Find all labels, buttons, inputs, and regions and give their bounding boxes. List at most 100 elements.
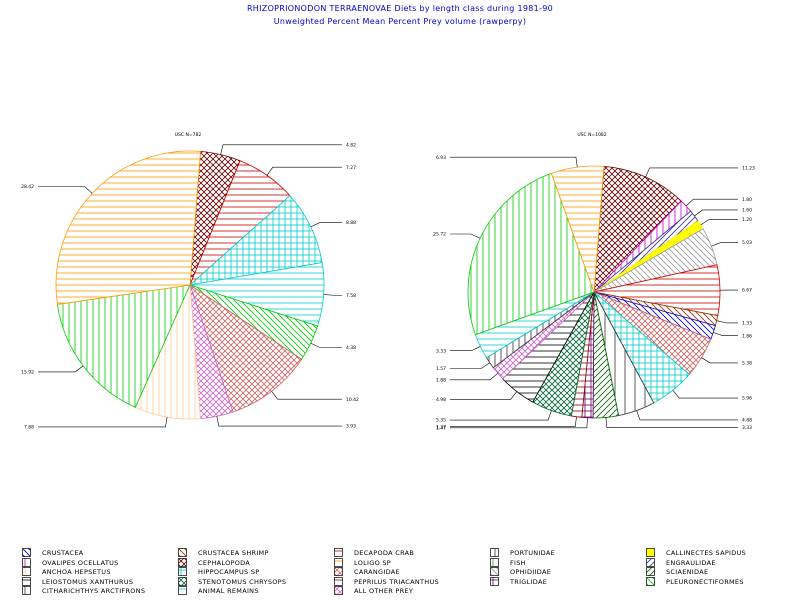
legend-swatch xyxy=(646,567,655,577)
legend-label: STENOTOMUS CHRYSOPS xyxy=(198,577,287,586)
pie-1-leader xyxy=(38,365,84,373)
pie-2-value-label: 4.88 xyxy=(742,418,752,424)
pie-2-leader xyxy=(636,410,738,421)
pie-2-leader xyxy=(605,417,738,428)
pie-1-leader xyxy=(323,294,342,296)
legend-label: SCIAENIDAE xyxy=(666,568,709,577)
legend-label: CITHARICHTHYS ARCTIFRONS xyxy=(42,587,146,596)
pie-2-value-label: 5.03 xyxy=(742,240,752,246)
pie-2-leader xyxy=(450,156,578,168)
legend-swatch xyxy=(178,576,187,586)
pie-2-value-label: 1.33 xyxy=(742,321,752,327)
pie-2-leader xyxy=(694,209,738,217)
legend-label: DECAPODA CRAB xyxy=(354,549,415,557)
pie-1-slice xyxy=(55,150,201,305)
pie-2-value-label: 1.80 xyxy=(742,197,752,203)
pie-2-leader xyxy=(450,410,552,421)
pie-2-leader xyxy=(450,417,588,429)
legend-item: ANIMAL REMAINS xyxy=(178,586,259,596)
pie-2-value-label: 1.37 xyxy=(436,424,446,430)
legend-item: OPHIDIIDAE xyxy=(490,567,551,577)
pie-2-leader xyxy=(716,320,738,324)
legend-label: LEIOSTOMUS XANTHURUS xyxy=(42,577,134,586)
legend-item: CRUSTACEA xyxy=(22,548,84,558)
legend-item: FISH xyxy=(490,557,526,568)
legend-swatch xyxy=(178,557,187,567)
pie-1-leader xyxy=(38,186,93,194)
legend-swatch xyxy=(22,557,31,567)
pie-2-value-label: 25.72 xyxy=(433,232,446,238)
pie-2-value-label: 1.47 xyxy=(436,425,446,431)
legend-label: TRIGLIDAE xyxy=(510,577,548,586)
legend-item: CRUSTACEA SHRIMP xyxy=(178,548,269,558)
pie-2-value-label: 1.20 xyxy=(742,217,752,223)
pie-1-value-label: 10.42 xyxy=(346,397,359,403)
pie-1-leader xyxy=(216,416,342,427)
legend-label: CRUSTACEA xyxy=(42,549,84,557)
pie-2-value-label: 11.23 xyxy=(742,166,755,172)
legend-swatch xyxy=(490,557,499,567)
pie-1-value-label: 7.27 xyxy=(346,165,356,171)
legend-label: CEPHALOPODA xyxy=(198,558,251,567)
legend-label: ENGRAULIDAE xyxy=(666,558,716,567)
legend-swatch xyxy=(22,576,31,586)
pie-2-value-label: 1.60 xyxy=(742,208,752,214)
legend-label: ANIMAL REMAINS xyxy=(198,587,259,596)
legend-label: FISH xyxy=(510,558,526,567)
legend-swatch xyxy=(490,576,499,586)
pie-2-leader xyxy=(450,233,481,239)
legend-label: OPHIDIIDAE xyxy=(510,568,552,577)
pie-2-leader xyxy=(450,391,518,400)
legend-label: ALL OTHER PREY xyxy=(354,587,414,596)
pie-2-value-label: 6.67 xyxy=(742,288,752,294)
pie-2-leader xyxy=(713,332,738,337)
legend-label: CRUSTACEA SHRIMP xyxy=(198,549,269,557)
pie-2-value-label: 3.33 xyxy=(436,348,446,354)
legend-label: CARANGIDAE xyxy=(354,568,400,577)
pie-2-leader xyxy=(450,373,498,381)
legend-swatch xyxy=(178,567,187,577)
pie-1-value-label: 28.42 xyxy=(21,184,34,190)
pie-1-value-label: 7.88 xyxy=(24,424,34,430)
legend-item: TRIGLIDAE xyxy=(490,576,548,587)
pie-2-value-label: 1.86 xyxy=(742,333,752,339)
legend-label: ANCHOA HEPSETUS xyxy=(42,568,111,577)
pie-2-leader xyxy=(685,198,738,207)
pie-2-value-label: 1.88 xyxy=(436,377,446,383)
pie-2-value-label: 6.93 xyxy=(436,155,446,161)
legend-item: CARANGIDAE xyxy=(334,567,400,577)
legend-swatch xyxy=(334,557,343,567)
legend-swatch xyxy=(178,586,187,596)
legend-item: ANCHOA HEPSETUS xyxy=(22,567,111,577)
legend-item: ENGRAULIDAE xyxy=(646,557,716,568)
pie-2-value-label: 5.38 xyxy=(742,360,752,366)
pie-2-leader xyxy=(700,219,738,226)
pie-2-leader xyxy=(450,416,577,427)
chart-title: RHIZOPRIONODON TERRAENOVAE Diets by leng… xyxy=(246,4,554,13)
pie-1-leader xyxy=(266,166,342,176)
pie-1-value-label: 7.58 xyxy=(346,293,356,299)
pie-2-value-label: 5.96 xyxy=(742,396,752,402)
legend-item: HIPPOCAMPUS SP xyxy=(178,567,259,577)
pie-2-value-label: 4.98 xyxy=(436,397,446,403)
pie-1-title: USC N=782 xyxy=(175,132,202,138)
pie-2-leader xyxy=(701,357,738,364)
legend-item: DECAPODA CRAB xyxy=(334,548,414,558)
legend-swatch xyxy=(646,548,655,557)
pie-1-leader xyxy=(220,144,342,155)
legend-item: SCIAENIDAE xyxy=(646,567,708,577)
legend-label: HIPPOCAMPUS SP xyxy=(198,568,260,577)
pie-2-leader xyxy=(450,346,481,352)
legend-item: OVALIPES OCELLATUS xyxy=(22,557,119,568)
pie-charts: USC N=782 USC N=1082 4.82 7.27 8.88 7.58 4.3… xyxy=(21,132,755,431)
legend-label: PLEURONECTIFORMES xyxy=(666,577,744,586)
legend-item: PORTUNIDAE xyxy=(490,548,555,558)
legend-label: PEPRILUS TRIACANTHUS xyxy=(354,577,439,586)
legend-swatch xyxy=(334,576,343,586)
legend-swatch xyxy=(646,576,655,586)
pie-1-value-label: 3.93 xyxy=(346,424,356,430)
pie-1-value-label: 4.38 xyxy=(346,345,356,351)
legend-swatch xyxy=(22,548,31,557)
pie-2-value-label: 5.35 xyxy=(436,418,446,424)
legend-item: LOLIGO SP xyxy=(334,557,391,568)
